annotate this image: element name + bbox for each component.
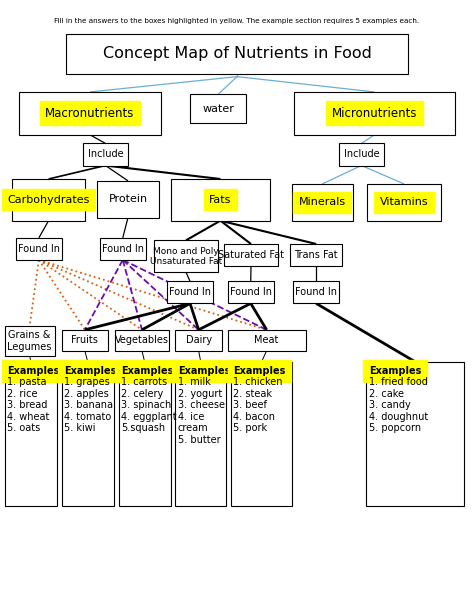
Text: Found In: Found In [102,244,144,254]
Text: Examples: Examples [178,366,230,376]
Bar [83,143,128,166]
Text: 1. chicken
2. steak
3. beef
4. bacon
5. pork: 1. chicken 2. steak 3. beef 4. bacon 5. … [233,377,283,433]
Text: Found In: Found In [295,287,337,297]
Bar [16,238,62,260]
Bar [290,244,342,266]
Text: water: water [202,104,234,113]
Text: 1. milk
2. yogurt
3. cheese
4. ice
cream
5. butter: 1. milk 2. yogurt 3. cheese 4. ice cream… [178,377,225,445]
Text: 1. carrots
2. celery
3. spinach
4. eggplant
5.squash: 1. carrots 2. celery 3. spinach 4. eggpl… [121,377,176,433]
Text: Examples: Examples [121,366,173,376]
Bar [366,362,464,506]
Bar [5,362,57,506]
Text: Examples: Examples [64,366,116,376]
Text: Grains &
Legumes: Grains & Legumes [8,330,52,352]
Text: 1. pasta
2. rice
3. bread
4. wheat
5. oats: 1. pasta 2. rice 3. bread 4. wheat 5. oa… [7,377,49,433]
Text: Meat: Meat [255,335,279,345]
Text: Trans Fat: Trans Fat [294,250,338,260]
Text: Vegetables: Vegetables [115,335,169,345]
Text: Protein: Protein [109,194,147,204]
Bar [228,281,274,303]
Text: Micronutrients: Micronutrients [332,107,417,120]
Bar [5,326,55,356]
Text: Saturated Fat: Saturated Fat [218,250,284,260]
Bar [97,181,159,218]
Text: Include: Include [344,150,379,159]
Bar [175,362,226,506]
Bar [292,184,353,221]
Text: Minerals: Minerals [299,197,346,207]
Bar [367,184,441,221]
Text: Mono and Poly
Unsaturated Fat: Mono and Poly Unsaturated Fat [150,246,222,266]
Text: Fill in the answers to the boxes highlighted in yellow. The example section requ: Fill in the answers to the boxes highlig… [55,18,419,25]
Bar [294,92,455,135]
Bar [190,94,246,123]
Bar [171,179,270,221]
Bar [154,240,218,272]
Text: Fats: Fats [209,195,232,205]
Text: 1. grapes
2. apples
3. banana
4. tomato
5. kiwi: 1. grapes 2. apples 3. banana 4. tomato … [64,377,113,433]
Bar [167,281,213,303]
Bar [175,330,222,351]
Bar [19,92,161,135]
Text: Vitamins: Vitamins [380,197,428,207]
Text: Macronutrients: Macronutrients [46,107,135,120]
Text: Carbohydrates: Carbohydrates [8,195,90,205]
Bar [100,238,146,260]
Bar [339,143,384,166]
Text: Examples: Examples [369,366,421,376]
Bar [118,362,171,506]
Text: Fruits: Fruits [72,335,98,345]
Text: Concept Map of Nutrients in Food: Concept Map of Nutrients in Food [102,46,372,61]
Bar [62,330,108,351]
Bar [293,281,339,303]
Bar [231,362,292,506]
Text: Found In: Found In [169,287,211,297]
Text: 1. fried food
2. cake
3. candy
4. doughnut
5. popcorn: 1. fried food 2. cake 3. candy 4. doughn… [369,377,428,433]
Bar [12,179,85,221]
Text: Dairy: Dairy [185,335,212,345]
Text: Found In: Found In [230,287,272,297]
Bar [224,244,278,266]
Text: Examples: Examples [7,366,59,376]
Text: Examples: Examples [233,366,285,376]
Bar [115,330,169,351]
Bar [228,330,306,351]
Text: Found In: Found In [18,244,60,254]
Bar [66,34,408,74]
Bar [62,362,114,506]
Text: Include: Include [88,150,123,159]
